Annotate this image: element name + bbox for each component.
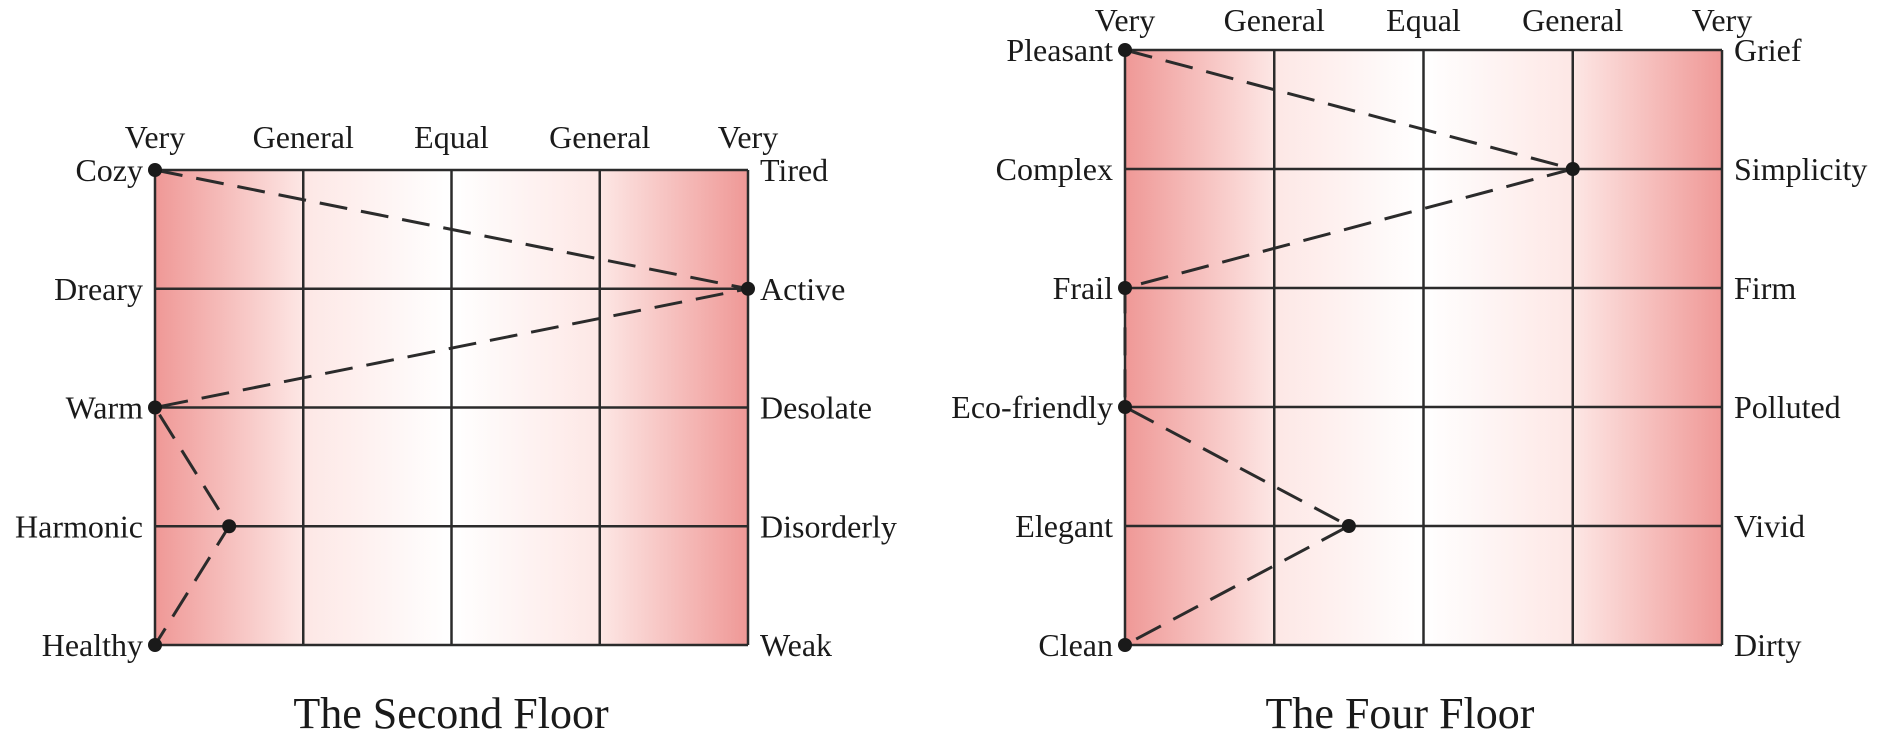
right-adjective-label: Simplicity bbox=[1734, 151, 1867, 187]
second-floor-chart: Very General Equal General VeryCozyDrearyWar… bbox=[15, 119, 897, 738]
left-adjective-label: Cozy bbox=[75, 152, 143, 188]
left-adjective-label: Healthy bbox=[42, 627, 143, 663]
data-point bbox=[148, 638, 162, 652]
right-adjective-label: Tired bbox=[760, 152, 828, 188]
data-point bbox=[148, 400, 162, 415]
data-point bbox=[1118, 638, 1132, 652]
data-point bbox=[741, 281, 755, 296]
profile-line bbox=[152, 168, 749, 646]
left-adjective-label: Clean bbox=[1038, 627, 1113, 663]
right-adjective-label: Desolate bbox=[760, 390, 872, 426]
left-adjective-label: Pleasant bbox=[1006, 32, 1113, 68]
scale-label: Equal bbox=[1386, 2, 1461, 38]
left-adjective-label: Harmonic bbox=[15, 508, 143, 544]
chart-title: The Second Floor bbox=[293, 689, 609, 738]
right-adjective-label: Firm bbox=[1734, 270, 1796, 306]
data-point bbox=[1118, 400, 1132, 414]
data-point bbox=[222, 519, 237, 534]
chart-title: The Four Floor bbox=[1266, 689, 1535, 738]
data-point bbox=[1565, 162, 1580, 176]
scale-label: Equal bbox=[414, 119, 489, 155]
scale-label: Very bbox=[1692, 2, 1752, 38]
right-adjective-label: Disorderly bbox=[760, 508, 897, 544]
left-adjective-label: Elegant bbox=[1015, 508, 1113, 544]
scale-label: Very bbox=[125, 119, 185, 155]
right-adjective-label: Dirty bbox=[1734, 627, 1802, 663]
scale-label: General bbox=[1224, 2, 1325, 38]
data-point bbox=[1118, 281, 1132, 295]
scale-label: General bbox=[253, 119, 354, 155]
right-adjective-label: Weak bbox=[760, 627, 832, 663]
right-adjective-label: Active bbox=[760, 271, 845, 307]
left-adjective-label: Frail bbox=[1053, 270, 1114, 306]
left-adjective-label: Dreary bbox=[54, 271, 143, 307]
profile-line bbox=[1123, 48, 1579, 647]
data-point bbox=[148, 163, 162, 177]
scale-label: General bbox=[1522, 2, 1623, 38]
left-adjective-label: Complex bbox=[996, 151, 1113, 187]
right-adjective-label: Vivid bbox=[1734, 508, 1805, 544]
scale-label: Very bbox=[1095, 2, 1155, 38]
left-adjective-label: Eco-friendly bbox=[951, 389, 1113, 425]
left-adjective-label: Warm bbox=[66, 390, 144, 426]
right-adjective-label: Polluted bbox=[1734, 389, 1841, 425]
scale-label: Very bbox=[718, 119, 778, 155]
data-point bbox=[1118, 43, 1132, 57]
right-adjective-label: Grief bbox=[1734, 32, 1802, 68]
four-floor-chart: Very General Equal General VeryPleasantCompl… bbox=[951, 2, 1867, 738]
data-point bbox=[1341, 519, 1356, 533]
scale-label: General bbox=[549, 119, 650, 155]
